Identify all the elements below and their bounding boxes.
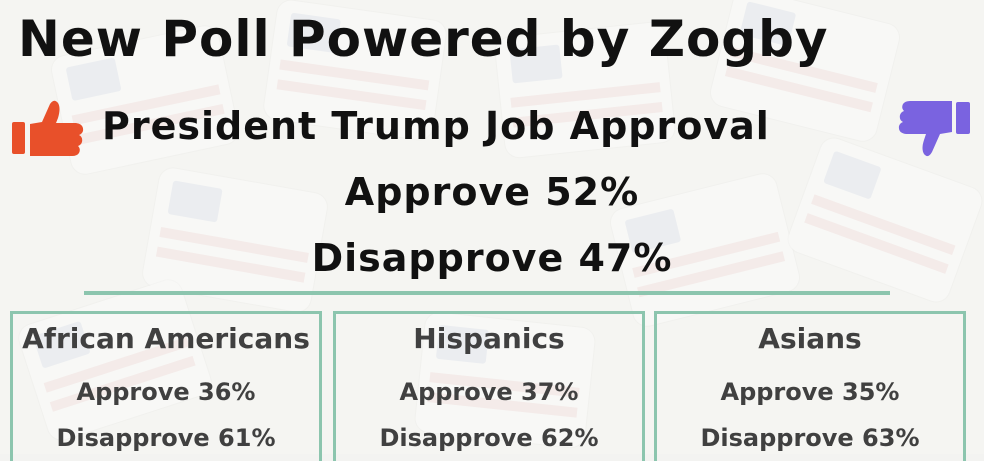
group-name: Asians [758,322,862,355]
group-disapprove: Disapprove 62% [379,424,599,452]
group-name: Hispanics [413,322,565,355]
thumbs-down-icon [898,101,970,157]
group-approve: Approve 35% [720,378,900,406]
group-panel-african-americans: African Americans Approve 36% Disapprove… [10,311,322,461]
group-disapprove: Disapprove 61% [56,424,276,452]
group-approve: Approve 37% [399,378,579,406]
group-disapprove: Disapprove 63% [700,424,920,452]
group-panel-hispanics: Hispanics Approve 37% Disapprove 62% [333,311,645,461]
subtitle: President Trump Job Approval [102,104,770,148]
overall-approve: Approve 52% [344,170,640,214]
group-approve: Approve 36% [76,378,256,406]
group-name: African Americans [22,322,310,355]
page-title: New Poll Powered by Zogby [18,10,829,68]
subtitle-row: President Trump Job Approval [0,98,984,162]
group-panel-asians: Asians Approve 35% Disapprove 63% [654,311,966,461]
thumbs-up-icon [12,100,84,156]
overall-disapprove: Disapprove 47% [311,236,673,280]
divider [84,291,890,295]
